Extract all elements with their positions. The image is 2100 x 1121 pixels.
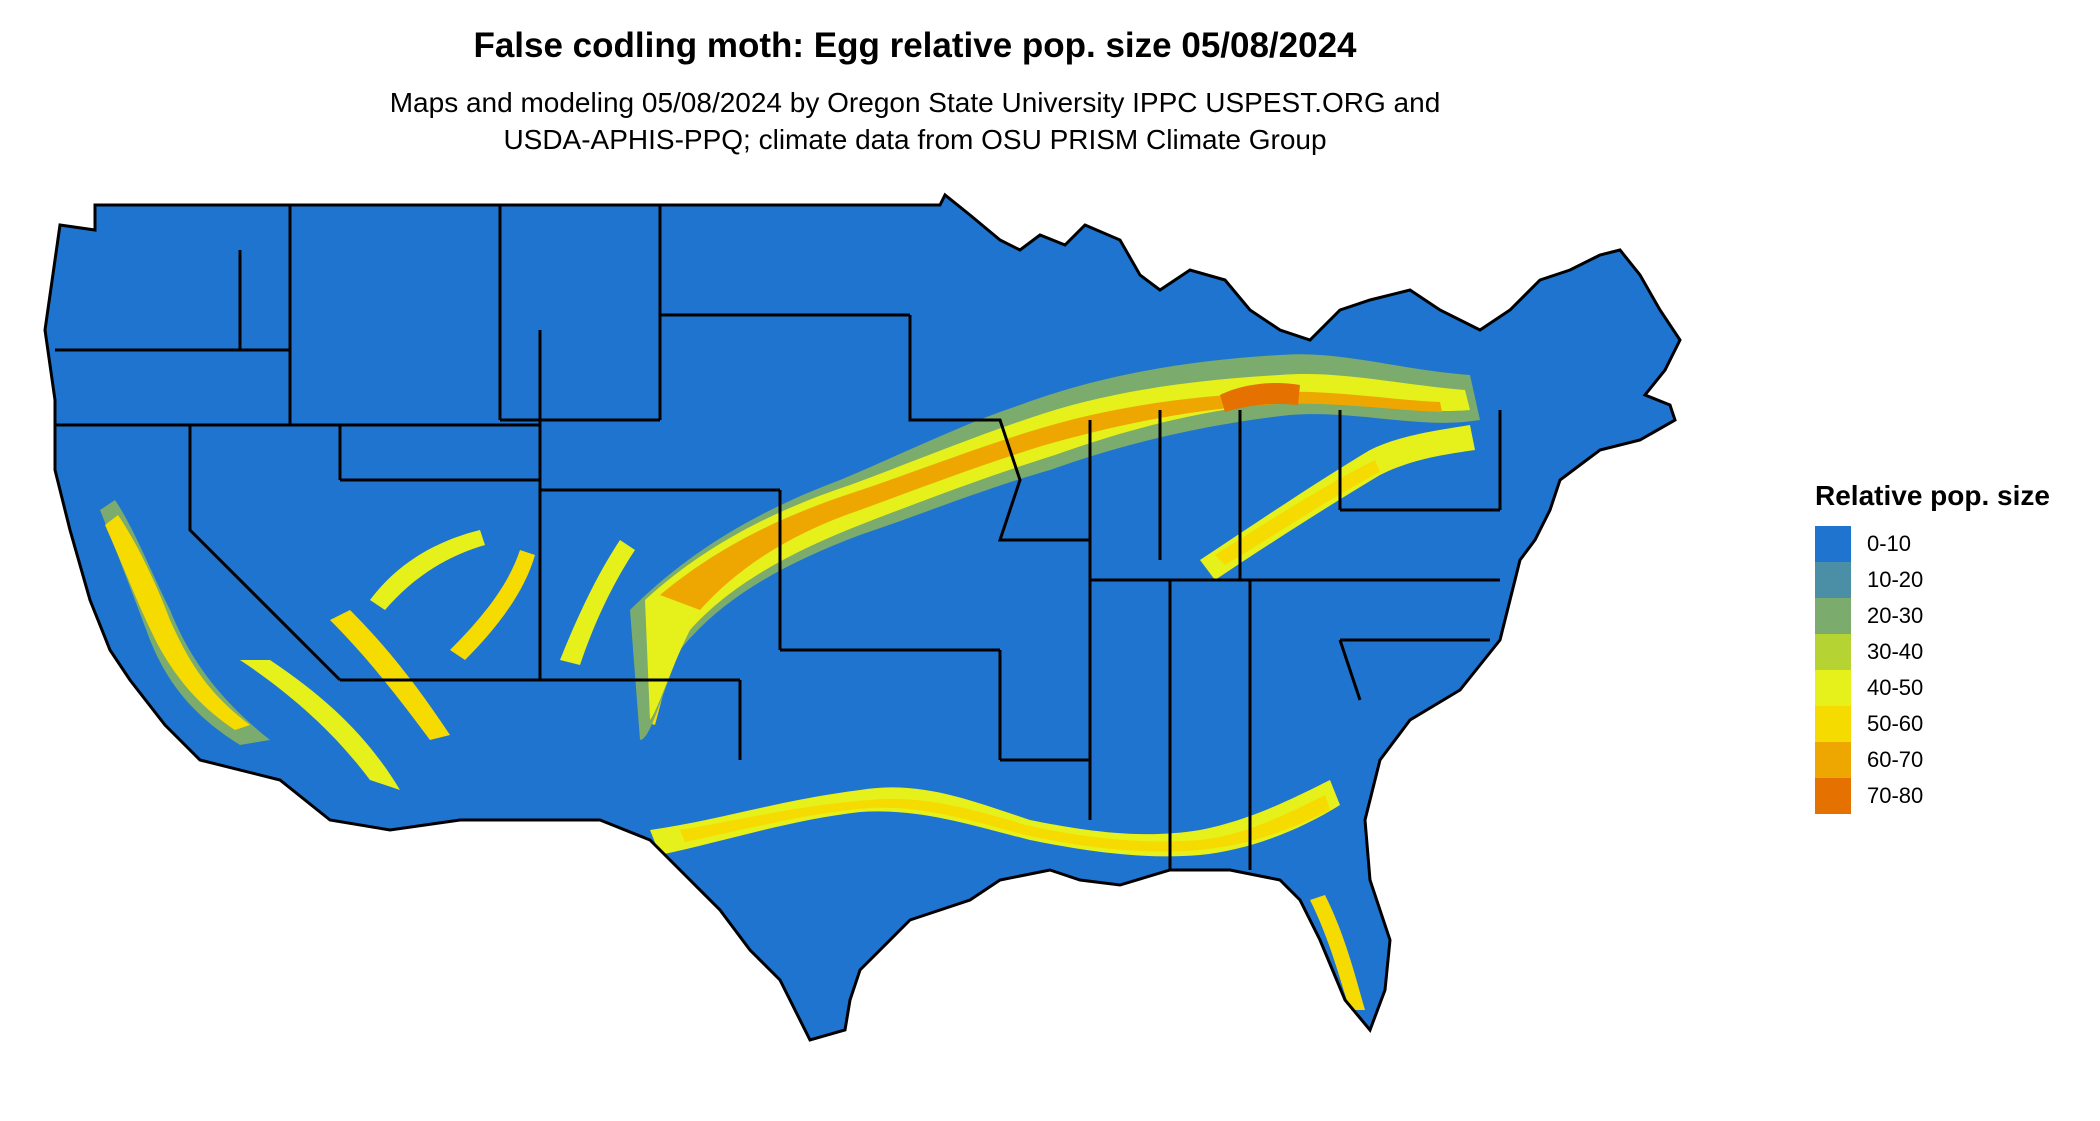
legend-item: 20-30 bbox=[1815, 598, 2050, 634]
subtitle-line-1: Maps and modeling 05/08/2024 by Oregon S… bbox=[389, 87, 1441, 118]
legend-swatch bbox=[1815, 670, 1851, 706]
legend-swatch bbox=[1815, 526, 1851, 562]
legend-item: 50-60 bbox=[1815, 706, 2050, 742]
legend-items: 0-10 10-20 20-30 30-40 40-50 50-60 60-70 70-80 bbox=[1815, 526, 2050, 814]
legend-item: 40-50 bbox=[1815, 670, 2050, 706]
legend-swatch bbox=[1815, 742, 1851, 778]
legend-swatch bbox=[1815, 562, 1851, 598]
gulf-coast-band bbox=[650, 780, 1365, 1010]
subtitle-line-2: USDA-APHIS-PPQ; climate data from OSU PR… bbox=[503, 124, 1327, 155]
map-subtitle: Maps and modeling 05/08/2024 by Oregon S… bbox=[0, 84, 1830, 158]
legend-label: 50-60 bbox=[1867, 711, 1924, 736]
legend-swatch bbox=[1815, 598, 1851, 634]
legend-label: 10-20 bbox=[1867, 567, 1924, 592]
legend-item: 60-70 bbox=[1815, 742, 2050, 778]
legend-label: 70-80 bbox=[1867, 783, 1924, 808]
legend: Relative pop. size 0-10 10-20 20-30 30-40 40… bbox=[1815, 480, 2050, 814]
legend-label: 30-40 bbox=[1867, 639, 1924, 664]
legend-label: 0-10 bbox=[1867, 531, 1912, 556]
legend-title: Relative pop. size bbox=[1815, 480, 2050, 511]
map-title: False codling moth: Egg relative pop. si… bbox=[473, 26, 1357, 65]
us-map bbox=[40, 180, 1780, 1116]
state-boundaries bbox=[43, 192, 1682, 1042]
legend-label: 60-70 bbox=[1867, 747, 1924, 772]
legend-item: 30-40 bbox=[1815, 634, 2050, 670]
central-belt bbox=[630, 354, 1480, 740]
legend-swatch bbox=[1815, 706, 1851, 742]
legend-item: 10-20 bbox=[1815, 562, 2050, 598]
legend-item: 0-10 bbox=[1815, 526, 2050, 562]
legend-item: 70-80 bbox=[1815, 778, 2050, 814]
legend-label: 40-50 bbox=[1867, 675, 1924, 700]
us-map-svg bbox=[43, 192, 1682, 1042]
legend-swatch bbox=[1815, 778, 1851, 814]
legend-label: 20-30 bbox=[1867, 603, 1924, 628]
legend-swatch bbox=[1815, 634, 1851, 670]
